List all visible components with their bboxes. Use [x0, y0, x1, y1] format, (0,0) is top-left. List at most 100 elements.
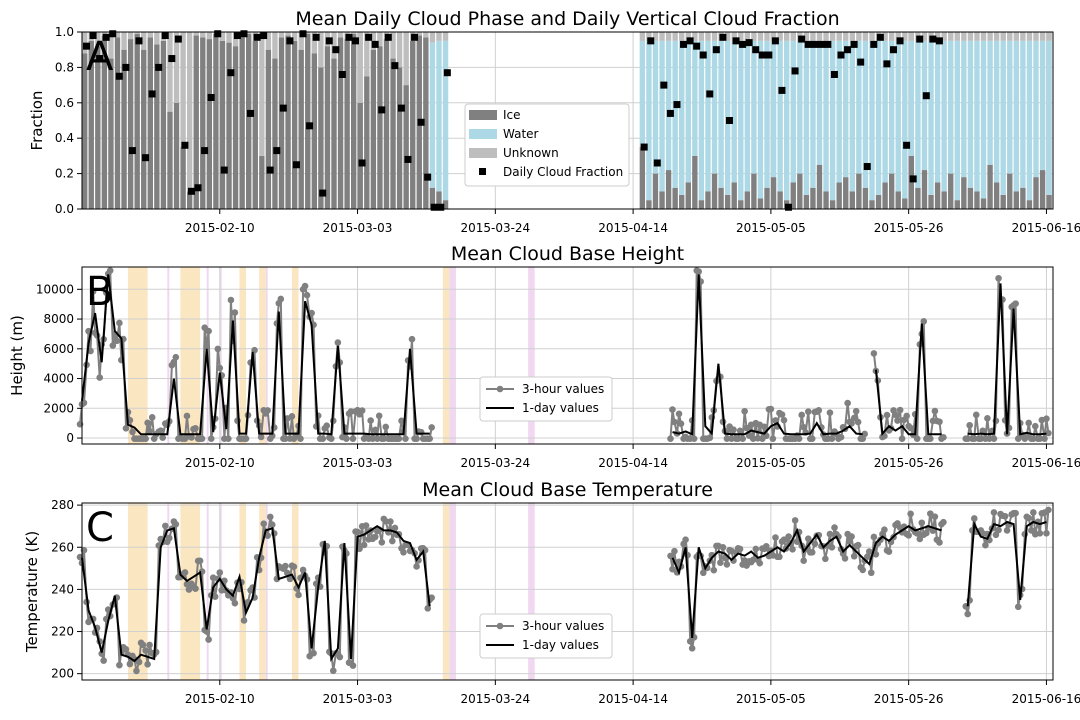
bar-unknown: [436, 32, 442, 41]
bar-ice: [429, 187, 436, 209]
cloud-fraction-point: [122, 63, 130, 71]
x-tick-label: 2015-05-26: [874, 456, 944, 470]
bar-ice: [941, 191, 947, 209]
bar-water: [974, 40, 980, 192]
series-3hour-point: [815, 407, 823, 414]
panel-a: 2015-02-10 2015-03-03 2015-03-24 2015-04-14…: [28, 8, 1080, 235]
bar-water: [1000, 40, 1006, 195]
series-3hour-point: [165, 534, 173, 542]
series-3hour-point: [231, 599, 239, 607]
series-3hour-point: [413, 563, 420, 570]
legend-swatch-water: [469, 129, 497, 139]
bar-ice: [751, 173, 757, 209]
cloud-fraction-point: [378, 106, 386, 114]
shade-violet: [449, 267, 456, 444]
series-3hour-point: [373, 435, 381, 442]
series-3hour-point: [172, 353, 180, 361]
cloud-fraction-point: [824, 40, 832, 48]
y-tick-label: 200: [51, 667, 74, 681]
y-axis-label: Temperature (K): [23, 531, 41, 653]
bar-ice: [246, 33, 252, 209]
cloud-fraction-point: [876, 33, 884, 41]
bar-unknown: [757, 32, 764, 41]
cloud-fraction-point: [680, 40, 688, 48]
bar-ice: [324, 46, 331, 209]
bar-water: [954, 40, 960, 201]
bar-ice: [121, 49, 127, 210]
bar-ice: [705, 191, 711, 209]
series-3hour-point: [89, 288, 97, 295]
series-3hour-point: [203, 628, 210, 635]
series-3hour-point: [148, 414, 156, 421]
series-3hour-point: [923, 529, 930, 537]
shade-orange: [259, 267, 266, 444]
cloud-fraction-point: [817, 40, 825, 48]
bar-ice: [692, 155, 698, 209]
bar-water: [948, 40, 954, 174]
bar-unknown: [967, 32, 974, 41]
series-3hour-point: [375, 412, 383, 420]
bar-water: [823, 40, 829, 192]
cloud-fraction-point: [207, 93, 215, 101]
series-3hour-point: [144, 661, 151, 668]
y-tick-label: 0.6: [55, 96, 74, 110]
bar-water: [843, 40, 849, 178]
bar-water: [784, 40, 790, 201]
cloud-fraction-point: [148, 90, 156, 98]
bar-water: [928, 40, 934, 195]
cloud-fraction-point: [732, 37, 740, 45]
bar-ice: [127, 39, 134, 209]
cloud-fraction-point: [758, 51, 766, 59]
x-tick-label: 2015-02-10: [185, 456, 255, 470]
series-3hour-point: [826, 409, 834, 416]
bar-unknown: [652, 32, 659, 41]
bar-unknown: [888, 32, 895, 41]
series-3hour-point: [870, 350, 878, 357]
series-3hour-point: [867, 569, 875, 577]
x-tick-label: 2015-03-24: [460, 221, 530, 235]
cloud-fraction-point: [351, 37, 359, 45]
bar-ice: [396, 67, 403, 210]
series-3hour-point: [188, 434, 195, 441]
bar-ice: [770, 177, 777, 209]
cloud-fraction-point: [844, 46, 852, 54]
bar-ice: [285, 35, 291, 209]
series-3hour-point: [1030, 435, 1037, 442]
series-3hour-point: [995, 274, 1002, 282]
x-tick-label: 2015-04-14: [598, 692, 668, 706]
series-3hour-point: [1045, 506, 1052, 514]
series-3hour-point: [710, 566, 718, 574]
cloud-fraction-point: [358, 159, 366, 167]
series-3hour-point: [264, 407, 271, 414]
series-3hour-point: [695, 268, 703, 275]
series-3hour-point: [395, 435, 403, 442]
bar-unknown: [298, 32, 304, 50]
cloud-fraction-point: [430, 203, 438, 211]
legend-label: 1-day values: [522, 638, 599, 652]
bar-unknown: [1007, 32, 1013, 41]
bar-unknown: [416, 32, 422, 36]
bar-water: [980, 40, 987, 199]
bar-unknown: [987, 32, 993, 41]
bar-unknown: [331, 32, 337, 59]
cloud-fraction-point: [299, 30, 307, 38]
bar-ice: [226, 42, 232, 210]
series-3hour-point: [360, 541, 368, 549]
bar-unknown: [849, 32, 855, 41]
series-3hour-point: [706, 434, 714, 442]
series-1day-line: [81, 520, 1047, 663]
bar-unknown: [1000, 32, 1006, 41]
bar-unknown: [377, 32, 383, 47]
bar-ice: [718, 187, 724, 209]
series-3hour-point: [122, 424, 130, 432]
bar-unknown: [442, 32, 449, 41]
bar-unknown: [659, 32, 665, 41]
series-3hour-point: [225, 435, 232, 442]
bar-ice: [219, 40, 226, 209]
series-3hour-point: [671, 418, 678, 426]
series-3hour-point: [142, 435, 149, 442]
series-3hour-point: [142, 647, 149, 654]
series-3hour-point: [424, 605, 432, 612]
bar-water: [856, 40, 862, 174]
bar-ice: [869, 200, 875, 209]
